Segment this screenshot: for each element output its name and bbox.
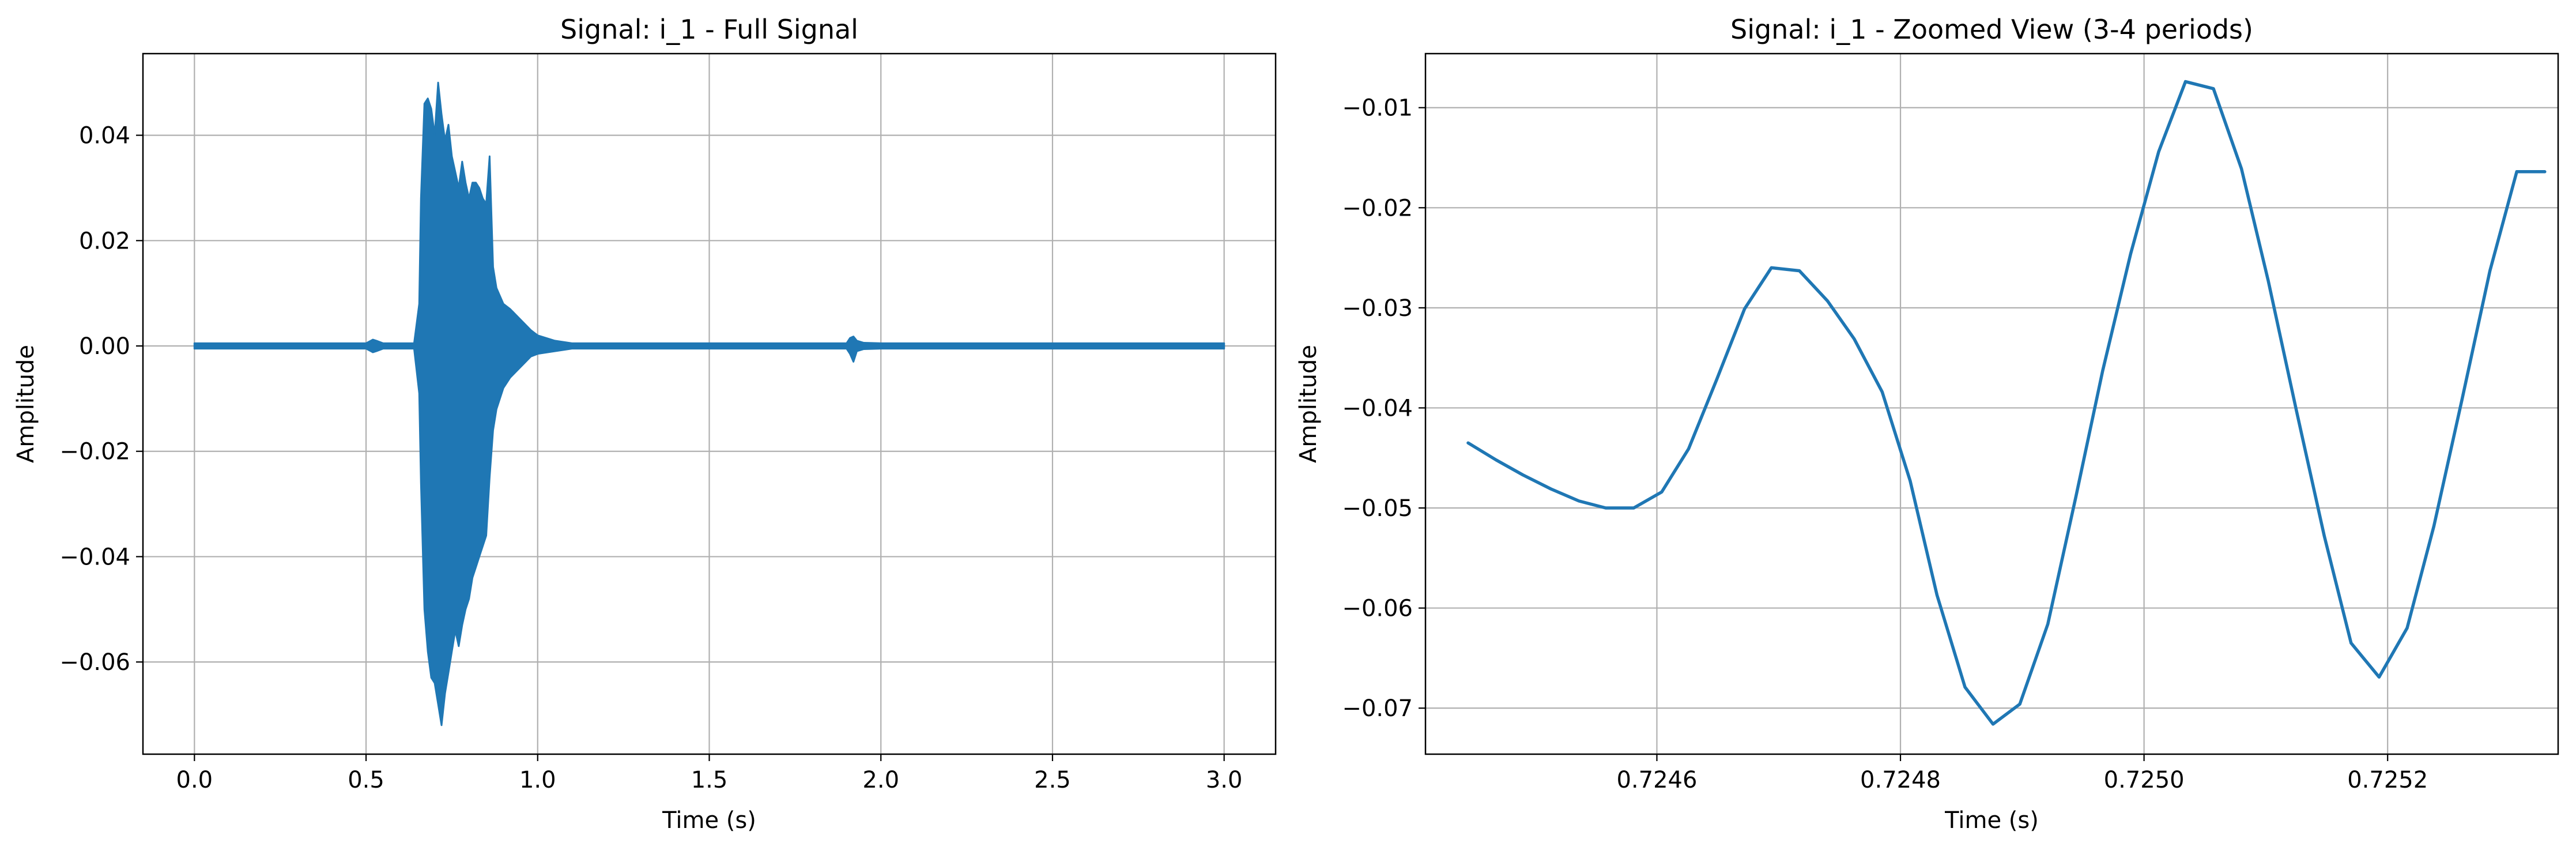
zoomed-view-y-tick-label: −0.04: [1342, 395, 1413, 421]
zoomed-view-signal-line: [1466, 80, 2547, 726]
full-signal-x-tick-label: 0.5: [348, 767, 384, 793]
zoomed-view-y-tick-label: −0.02: [1342, 195, 1413, 221]
full-signal-y-tick-label: −0.04: [59, 544, 130, 570]
zoomed-view-chart: 0.7246 0.7248 0.7250 0.7252 −0.07 −0.06 −0.05 −…: [1295, 14, 2559, 834]
full-signal-y-axis-label: Amplitude: [13, 345, 39, 463]
zoomed-view-x-tick-label: 0.7246: [1616, 767, 1697, 793]
zoomed-view-x-tick-label: 0.7248: [1860, 767, 1941, 793]
full-signal-x-tick-label: 1.0: [519, 767, 556, 793]
zoomed-view-y-axis-label: Amplitude: [1295, 345, 1322, 463]
full-signal-x-tick-label: 0.0: [176, 767, 213, 793]
zoomed-view-y-tick-label: −0.03: [1342, 295, 1413, 322]
zoomed-view-ticks: 0.7246 0.7248 0.7250 0.7252 −0.07 −0.06 −0.05 −…: [1342, 95, 2428, 793]
full-signal-y-tick-label: 0.00: [79, 333, 130, 360]
zoomed-view-plot-area: [1466, 80, 2547, 726]
zoomed-view-x-axis-label: Time (s): [1944, 807, 2039, 834]
full-signal-y-tick-label: 0.04: [79, 123, 130, 149]
full-signal-title: Signal: i_1 - Full Signal: [560, 14, 858, 45]
full-signal-x-tick-label: 2.5: [1034, 767, 1071, 793]
zoomed-view-axes-frame: [1424, 52, 2559, 755]
zoomed-view-y-tick-label: −0.06: [1342, 596, 1413, 622]
full-signal-x-axis-label: Time (s): [662, 807, 756, 834]
full-signal-plot-area: [193, 81, 1225, 726]
full-signal-y-tick-label: −0.06: [59, 649, 130, 676]
zoomed-view-y-tick-label: −0.05: [1342, 495, 1413, 522]
zoomed-view-y-tick-label: −0.01: [1342, 95, 1413, 122]
full-signal-x-tick-label: 2.0: [862, 767, 899, 793]
full-signal-x-tick-label: 3.0: [1206, 767, 1243, 793]
zoomed-view-title: Signal: i_1 - Zoomed View (3-4 periods): [1730, 14, 2253, 45]
zoomed-view-x-tick-label: 0.7252: [2347, 767, 2428, 793]
full-signal-x-tick-label: 1.5: [691, 767, 728, 793]
full-signal-y-tick-label: 0.02: [79, 228, 130, 254]
full-signal-y-tick-label: −0.02: [59, 439, 130, 465]
full-signal-ticks: 0.0 0.5 1.0 1.5 2.0 2.5 3.0 −0.06 −0.04 −0.02 0.00…: [59, 123, 1242, 793]
full-signal-chart: 0.0 0.5 1.0 1.5 2.0 2.5 3.0 −0.06 −0.04 −0.02 0.00…: [13, 14, 1277, 834]
zoomed-view-x-tick-label: 0.7250: [2104, 767, 2185, 793]
zoomed-view-y-tick-label: −0.07: [1342, 695, 1413, 722]
full-signal-signal-line: [193, 81, 1225, 726]
